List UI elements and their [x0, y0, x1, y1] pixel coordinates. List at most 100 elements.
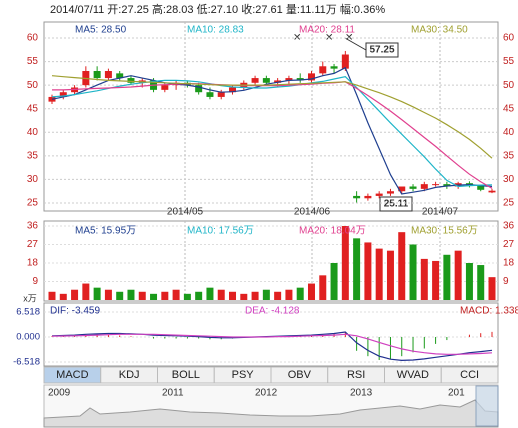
legend-entry: MACD: 1.338 — [460, 306, 518, 317]
navigator-year: 201 — [448, 388, 465, 399]
volume-bar — [341, 226, 349, 300]
candle-body — [262, 78, 270, 83]
volume-bar — [195, 291, 203, 300]
y-tick-label: 55 — [503, 56, 515, 67]
volume-bar — [172, 289, 180, 300]
legend-entry: MA10: 28.83 — [187, 25, 244, 36]
y-tick-label: 55 — [27, 56, 39, 67]
legend-entry: MA10: 17.56万 — [187, 226, 254, 237]
candle-body — [432, 184, 440, 186]
volume-bar — [330, 263, 338, 300]
candle-body — [386, 191, 394, 194]
y-tick-label: 40 — [27, 127, 39, 138]
candle-body — [116, 73, 124, 79]
macd-line — [51, 333, 493, 355]
volume-bar — [307, 283, 315, 300]
candle-body — [217, 92, 225, 97]
y-tick-label: 30 — [503, 174, 515, 185]
candle-body — [161, 85, 169, 90]
candle-body — [353, 195, 361, 199]
candle-body — [206, 92, 214, 97]
volume-bar — [296, 287, 304, 300]
candle-body — [229, 87, 237, 93]
candle-body — [375, 193, 383, 196]
volume-bar — [251, 291, 259, 300]
y-tick-label: 36 — [27, 221, 39, 232]
candle-body — [364, 195, 372, 199]
volume-bar — [93, 287, 101, 300]
ma-line — [51, 66, 493, 195]
volume-bar — [432, 260, 440, 300]
annotation: 25.11 — [384, 199, 409, 210]
volume-bar — [465, 263, 473, 300]
y-tick-label: 6.518 — [16, 307, 40, 318]
ma-line — [51, 76, 493, 188]
tab-label: WVAD — [397, 369, 429, 381]
y-tick-label: 9 — [32, 276, 38, 287]
unit-label: x万 — [23, 293, 37, 303]
volume-bar — [386, 250, 394, 300]
legend-entry: MA5: 28.50 — [75, 25, 127, 36]
volume-bar — [319, 275, 327, 300]
y-tick-label: 40 — [503, 127, 515, 138]
tab-label: BOLL — [172, 369, 200, 381]
candle-body — [296, 78, 304, 81]
legend-entry: MA5: 15.95万 — [75, 226, 136, 237]
tab-label: CCI — [460, 369, 479, 381]
y-tick-label: 60 — [503, 33, 515, 44]
main-panel — [43, 21, 499, 212]
candle-body — [285, 78, 293, 81]
volume-bar — [488, 277, 496, 300]
y-tick-label: 18 — [503, 258, 515, 269]
legend-entry: DEA: -4.128 — [245, 306, 300, 317]
volume-bar — [240, 293, 248, 300]
annotation: 57.25 — [369, 45, 394, 56]
volume-bar — [398, 232, 406, 300]
y-tick-label: 27 — [503, 239, 515, 250]
volume-panel — [43, 220, 499, 302]
ma-line — [52, 81, 493, 189]
volume-bar — [183, 293, 191, 300]
candle-body — [104, 71, 112, 79]
candle-body — [409, 186, 417, 189]
candle-body — [307, 73, 315, 81]
volume-bar — [364, 242, 372, 300]
volume-bar — [285, 289, 293, 300]
candle-body — [443, 184, 451, 187]
legend-entry: MA30: 15.56万 — [411, 226, 478, 237]
quote-header: 2014/07/11 开:27.25 高:28.03 低:27.10 收:27.… — [50, 2, 385, 16]
tab-label: OBV — [288, 369, 312, 381]
volume-bar — [217, 289, 225, 300]
navigator-year: 2009 — [48, 388, 71, 399]
volume-bar — [150, 293, 158, 300]
annotation-arrow — [344, 37, 367, 51]
y-tick-label: 9 — [503, 276, 509, 287]
candle-body — [477, 186, 485, 190]
annotation-box — [379, 196, 413, 212]
tab[interactable] — [440, 366, 499, 384]
y-tick-label: -6.518 — [13, 357, 40, 368]
ma-line — [51, 75, 493, 159]
volume-bar — [443, 254, 451, 300]
volume-bar — [420, 258, 428, 300]
volume-bar — [375, 248, 383, 300]
volume-bar — [206, 287, 214, 300]
y-tick-label: 25 — [27, 198, 39, 209]
candle-body — [59, 92, 67, 97]
volume-bar — [161, 291, 169, 300]
y-tick-label: 45 — [503, 103, 515, 114]
navigator-window[interactable] — [475, 385, 499, 427]
volume-bar — [262, 289, 270, 300]
tab-label: MACD — [56, 369, 88, 381]
y-tick-label: 36 — [503, 221, 515, 232]
y-tick-label: 45 — [27, 103, 39, 114]
candle-body — [420, 184, 428, 189]
volume-bar — [229, 291, 237, 300]
volume-bar — [138, 291, 146, 300]
volume-bar — [409, 244, 417, 300]
candle-body — [341, 54, 349, 69]
y-tick-label: 18 — [27, 258, 39, 269]
candle-body — [93, 71, 101, 79]
navigator-year: 2012 — [255, 388, 278, 399]
